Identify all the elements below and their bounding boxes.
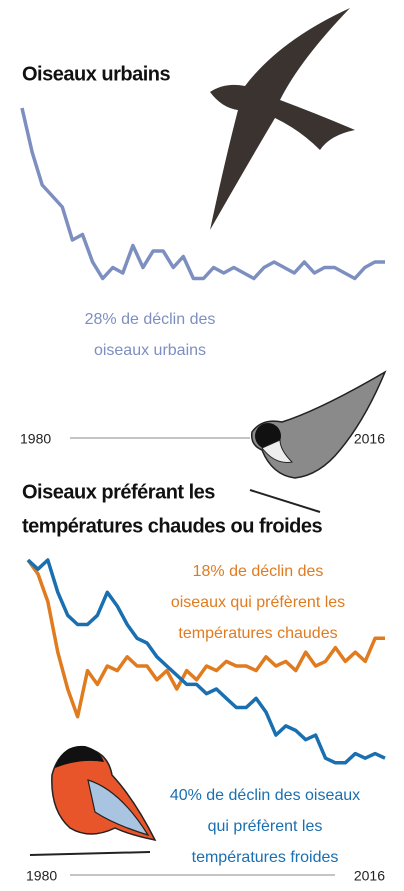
data-line [28,560,385,763]
annotation: 28% de déclin des [85,311,216,328]
annotation: oiseaux qui préfèrent les [171,594,345,611]
grey-bird-perch [250,490,320,512]
annotation: oiseaux urbains [94,342,206,359]
bullfinch-perch [30,852,150,855]
annotation: températures froides [192,849,339,866]
chart-title: Oiseaux préférant les [22,481,215,503]
x-tick-label: 1980 [20,431,51,447]
annotation: 40% de déclin des oiseaux [170,787,360,804]
annotation: qui préfèrent les [208,818,323,835]
swift-illustration [210,8,355,230]
annotation: 18% de déclin des [193,563,324,580]
x-tick-label: 2016 [354,868,385,884]
chart-title: Oiseaux urbains [22,63,170,85]
page: Oiseaux urbains 1980 2016 28% de déclin des… [0,0,404,891]
x-tick-label: 2016 [354,431,385,447]
chart-title: températures chaudes ou froides [22,515,323,537]
annotation: températures chaudes [178,625,337,642]
x-tick-label: 1980 [26,868,57,884]
